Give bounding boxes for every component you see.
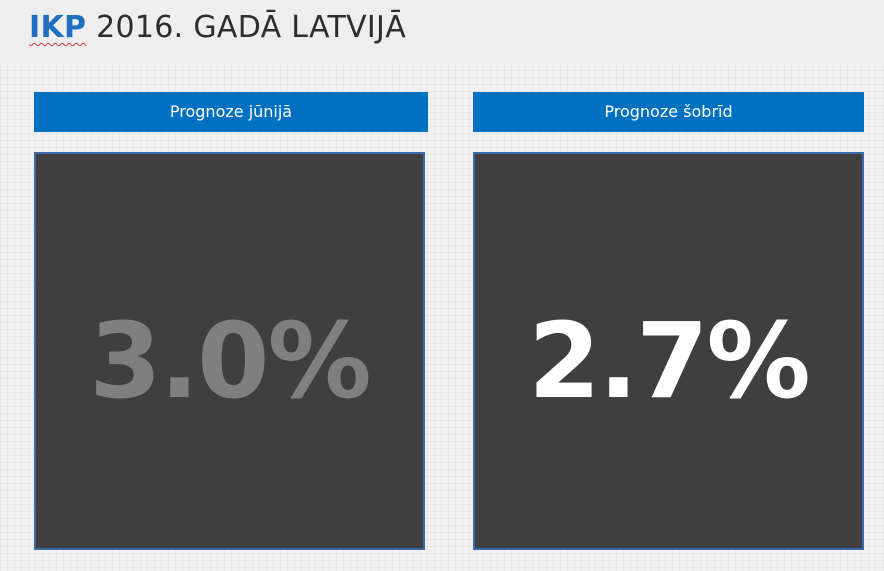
june-forecast-value: 3.0%: [89, 300, 371, 422]
title-band: [0, 0, 884, 64]
header-current-forecast: Prognoze šobrīd: [473, 92, 864, 132]
header-june-forecast: Prognoze jūnijā: [34, 92, 428, 132]
slide-title: IKP 2016. GADĀ LATVIJĀ: [29, 8, 406, 48]
panel-current-forecast: 2.7%: [473, 152, 864, 550]
panel-june-forecast: 3.0%: [34, 152, 425, 550]
title-text: 2016. GADĀ LATVIJĀ: [86, 10, 407, 45]
current-forecast-value: 2.7%: [528, 300, 810, 422]
title-accent: IKP: [29, 10, 87, 45]
